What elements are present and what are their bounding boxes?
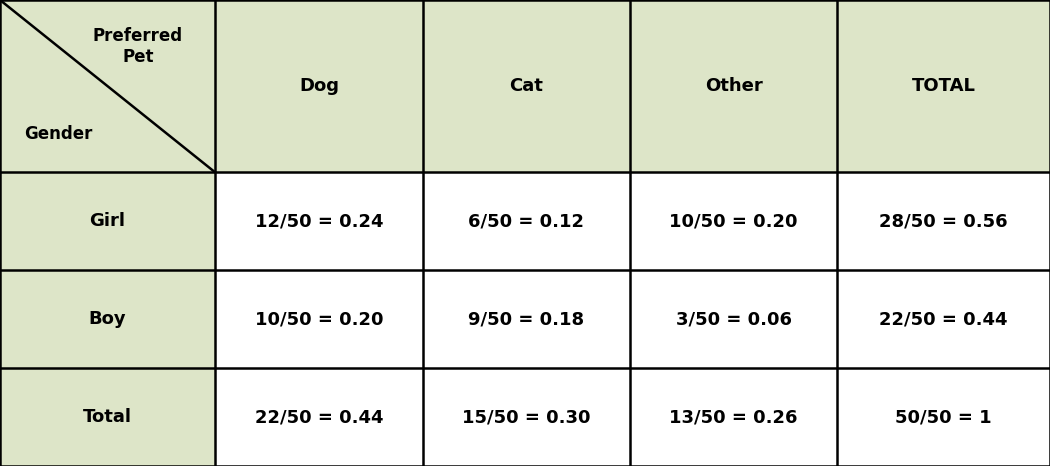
Bar (630, 0, 838, 172)
Bar (422, 0, 630, 172)
Bar (838, 172, 1050, 270)
Bar (422, 270, 630, 368)
Bar (630, 270, 838, 368)
Bar (630, 172, 838, 270)
Text: 12/50 = 0.24: 12/50 = 0.24 (255, 212, 383, 230)
Text: 10/50 = 0.20: 10/50 = 0.20 (670, 212, 798, 230)
Text: Girl: Girl (89, 212, 126, 230)
Bar (215, 0, 422, 172)
Bar (0, 368, 215, 466)
Text: 50/50 = 1: 50/50 = 1 (896, 408, 992, 426)
Bar (215, 172, 422, 270)
Text: 28/50 = 0.56: 28/50 = 0.56 (879, 212, 1008, 230)
Bar (630, 368, 838, 466)
Bar (0, 270, 215, 368)
Text: 6/50 = 0.12: 6/50 = 0.12 (468, 212, 584, 230)
Text: Boy: Boy (89, 310, 126, 328)
Text: Other: Other (705, 77, 762, 95)
Bar (838, 0, 1050, 172)
Bar (422, 368, 630, 466)
Text: Total: Total (83, 408, 132, 426)
Text: 22/50 = 0.44: 22/50 = 0.44 (255, 408, 383, 426)
Bar (838, 368, 1050, 466)
Text: 3/50 = 0.06: 3/50 = 0.06 (676, 310, 792, 328)
Text: 13/50 = 0.26: 13/50 = 0.26 (670, 408, 798, 426)
Bar (838, 270, 1050, 368)
Text: 22/50 = 0.44: 22/50 = 0.44 (880, 310, 1008, 328)
Bar (215, 368, 422, 466)
Text: Preferred
Pet: Preferred Pet (92, 27, 183, 66)
Text: Cat: Cat (509, 77, 543, 95)
Text: 15/50 = 0.30: 15/50 = 0.30 (462, 408, 590, 426)
Text: 10/50 = 0.20: 10/50 = 0.20 (255, 310, 383, 328)
Text: 9/50 = 0.18: 9/50 = 0.18 (468, 310, 585, 328)
Text: Gender: Gender (24, 125, 92, 144)
Bar (0, 172, 215, 270)
Text: TOTAL: TOTAL (911, 77, 975, 95)
Bar (422, 172, 630, 270)
Bar (215, 270, 422, 368)
Text: Dog: Dog (299, 77, 339, 95)
Bar (0, 0, 215, 172)
